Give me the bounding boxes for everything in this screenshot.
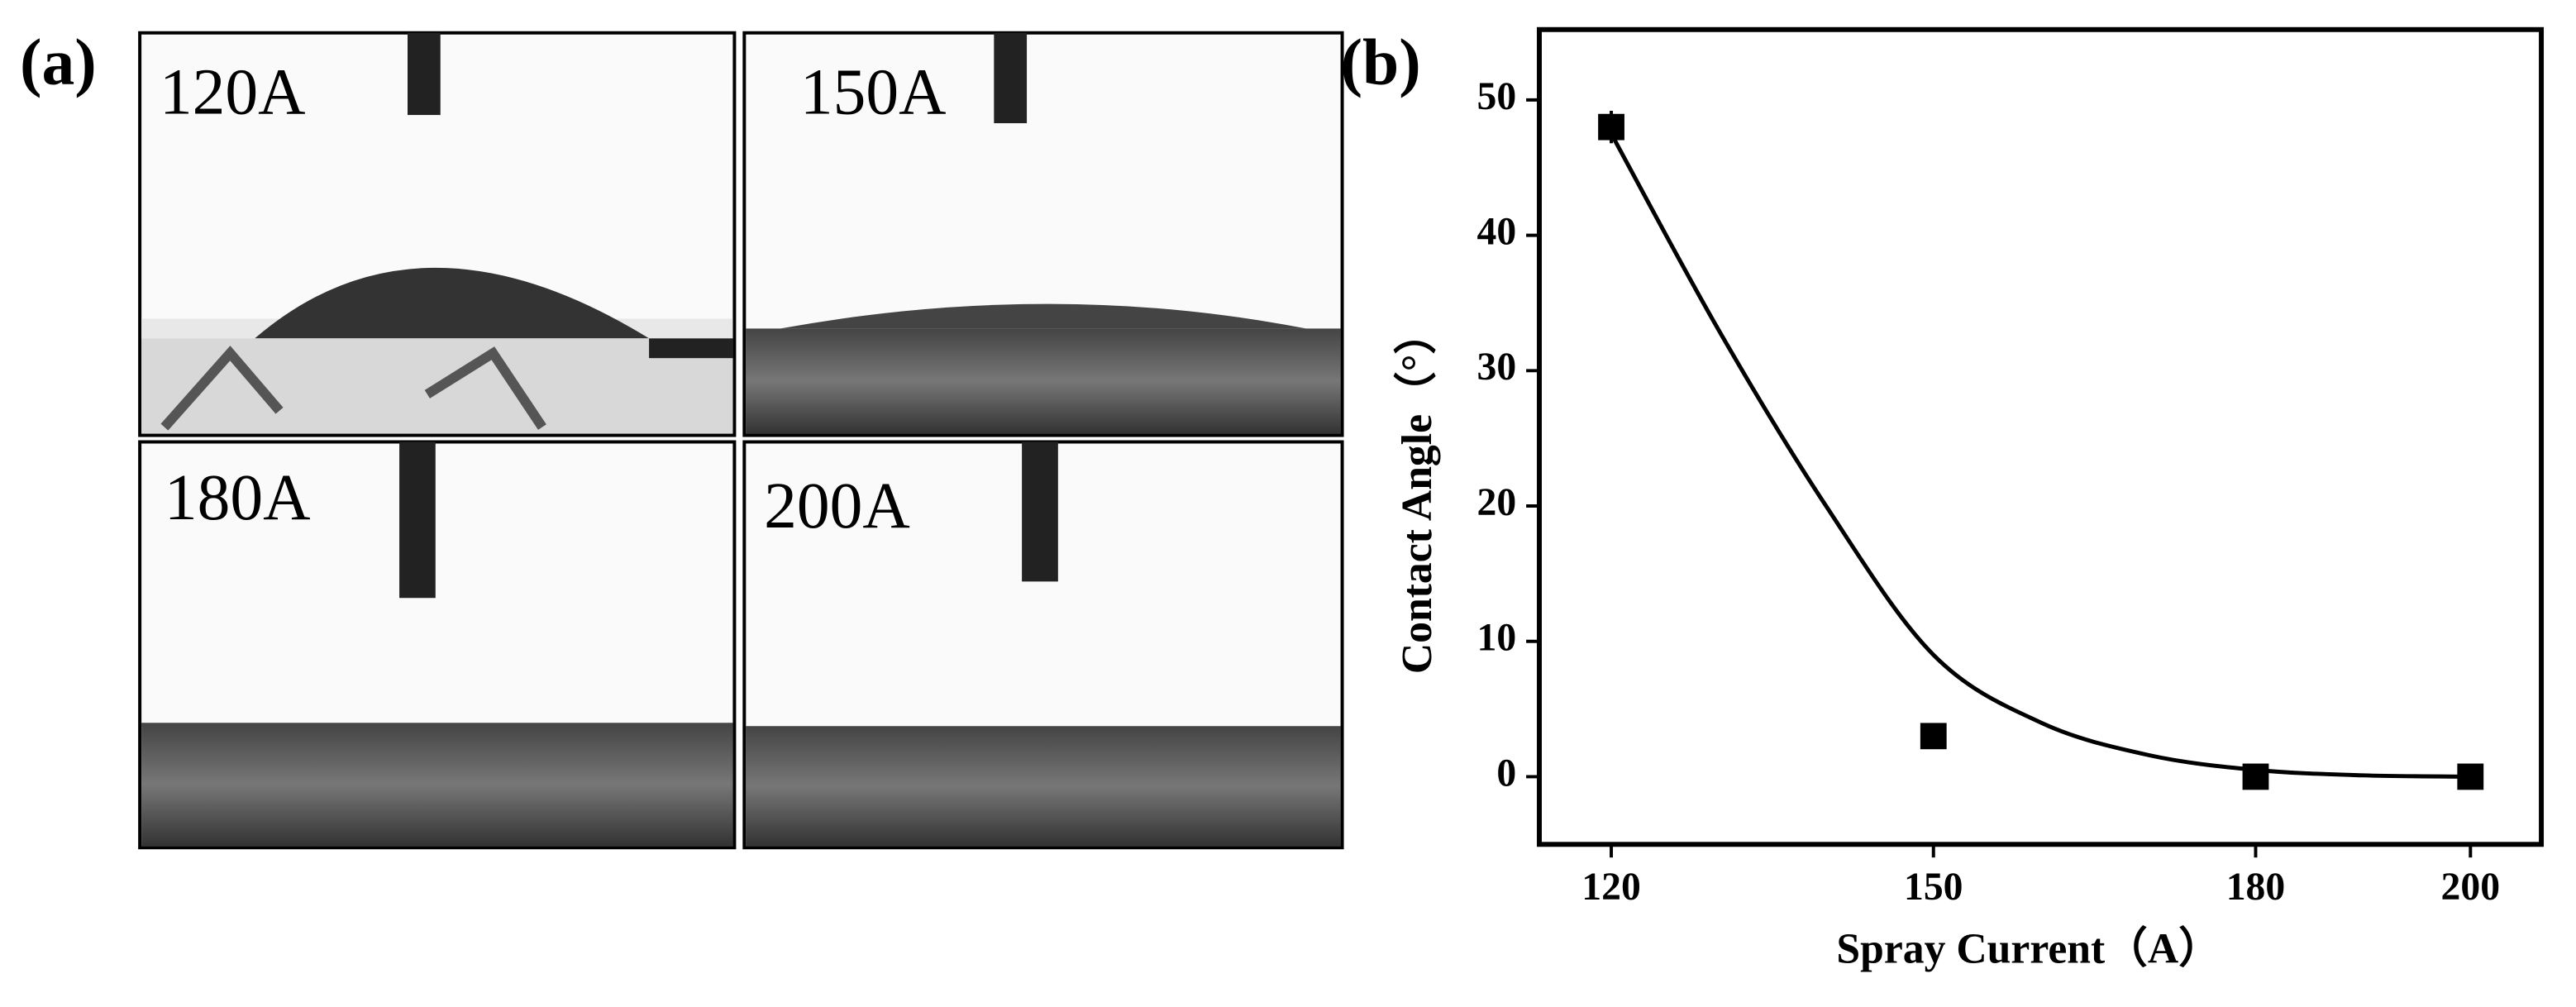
chart: Spray Current（A） Contact Angle（°） 0 10 20 3… [1393, 26, 2545, 972]
x-tick-label: 200 [2441, 866, 2501, 909]
photo: 150A [742, 31, 1344, 437]
fit-line [1609, 132, 2471, 779]
photo: 180A [138, 440, 737, 850]
photo: 120A [138, 31, 737, 437]
marker [1920, 723, 1947, 750]
photo-label: 200A [764, 470, 910, 542]
x-axis-title: Spray Current（A） [1836, 924, 2221, 972]
photo-label: 150A [800, 55, 947, 128]
y-tick-label: 40 [1477, 211, 1517, 254]
y-tick-label: 30 [1477, 346, 1517, 389]
photo-label: 180A [165, 461, 311, 534]
x-tick-label: 120 [1581, 866, 1641, 909]
x-tick-label: 180 [2226, 866, 2286, 909]
y-tick-label: 20 [1477, 481, 1517, 524]
photo: 200A [742, 440, 1344, 850]
y-tick-label: 0 [1496, 752, 1516, 795]
plot-frame [1537, 26, 2545, 847]
y-tick-label: 50 [1477, 75, 1517, 118]
panel-label: (b) [1341, 26, 1421, 99]
panel-label: (a) [20, 26, 97, 99]
y-tick-label: 10 [1477, 617, 1517, 660]
y-axis-title: Contact Angle（°） [1393, 312, 1441, 674]
x-tick-label: 150 [1904, 866, 1963, 909]
photo-label: 120A [160, 55, 306, 128]
